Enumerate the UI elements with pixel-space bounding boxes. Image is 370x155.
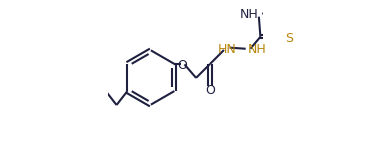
Text: NH: NH: [248, 43, 267, 56]
Text: O: O: [205, 84, 215, 97]
Text: NH: NH: [239, 8, 258, 21]
Text: S: S: [285, 32, 293, 45]
Text: HN: HN: [218, 43, 236, 56]
Text: O: O: [177, 59, 187, 72]
